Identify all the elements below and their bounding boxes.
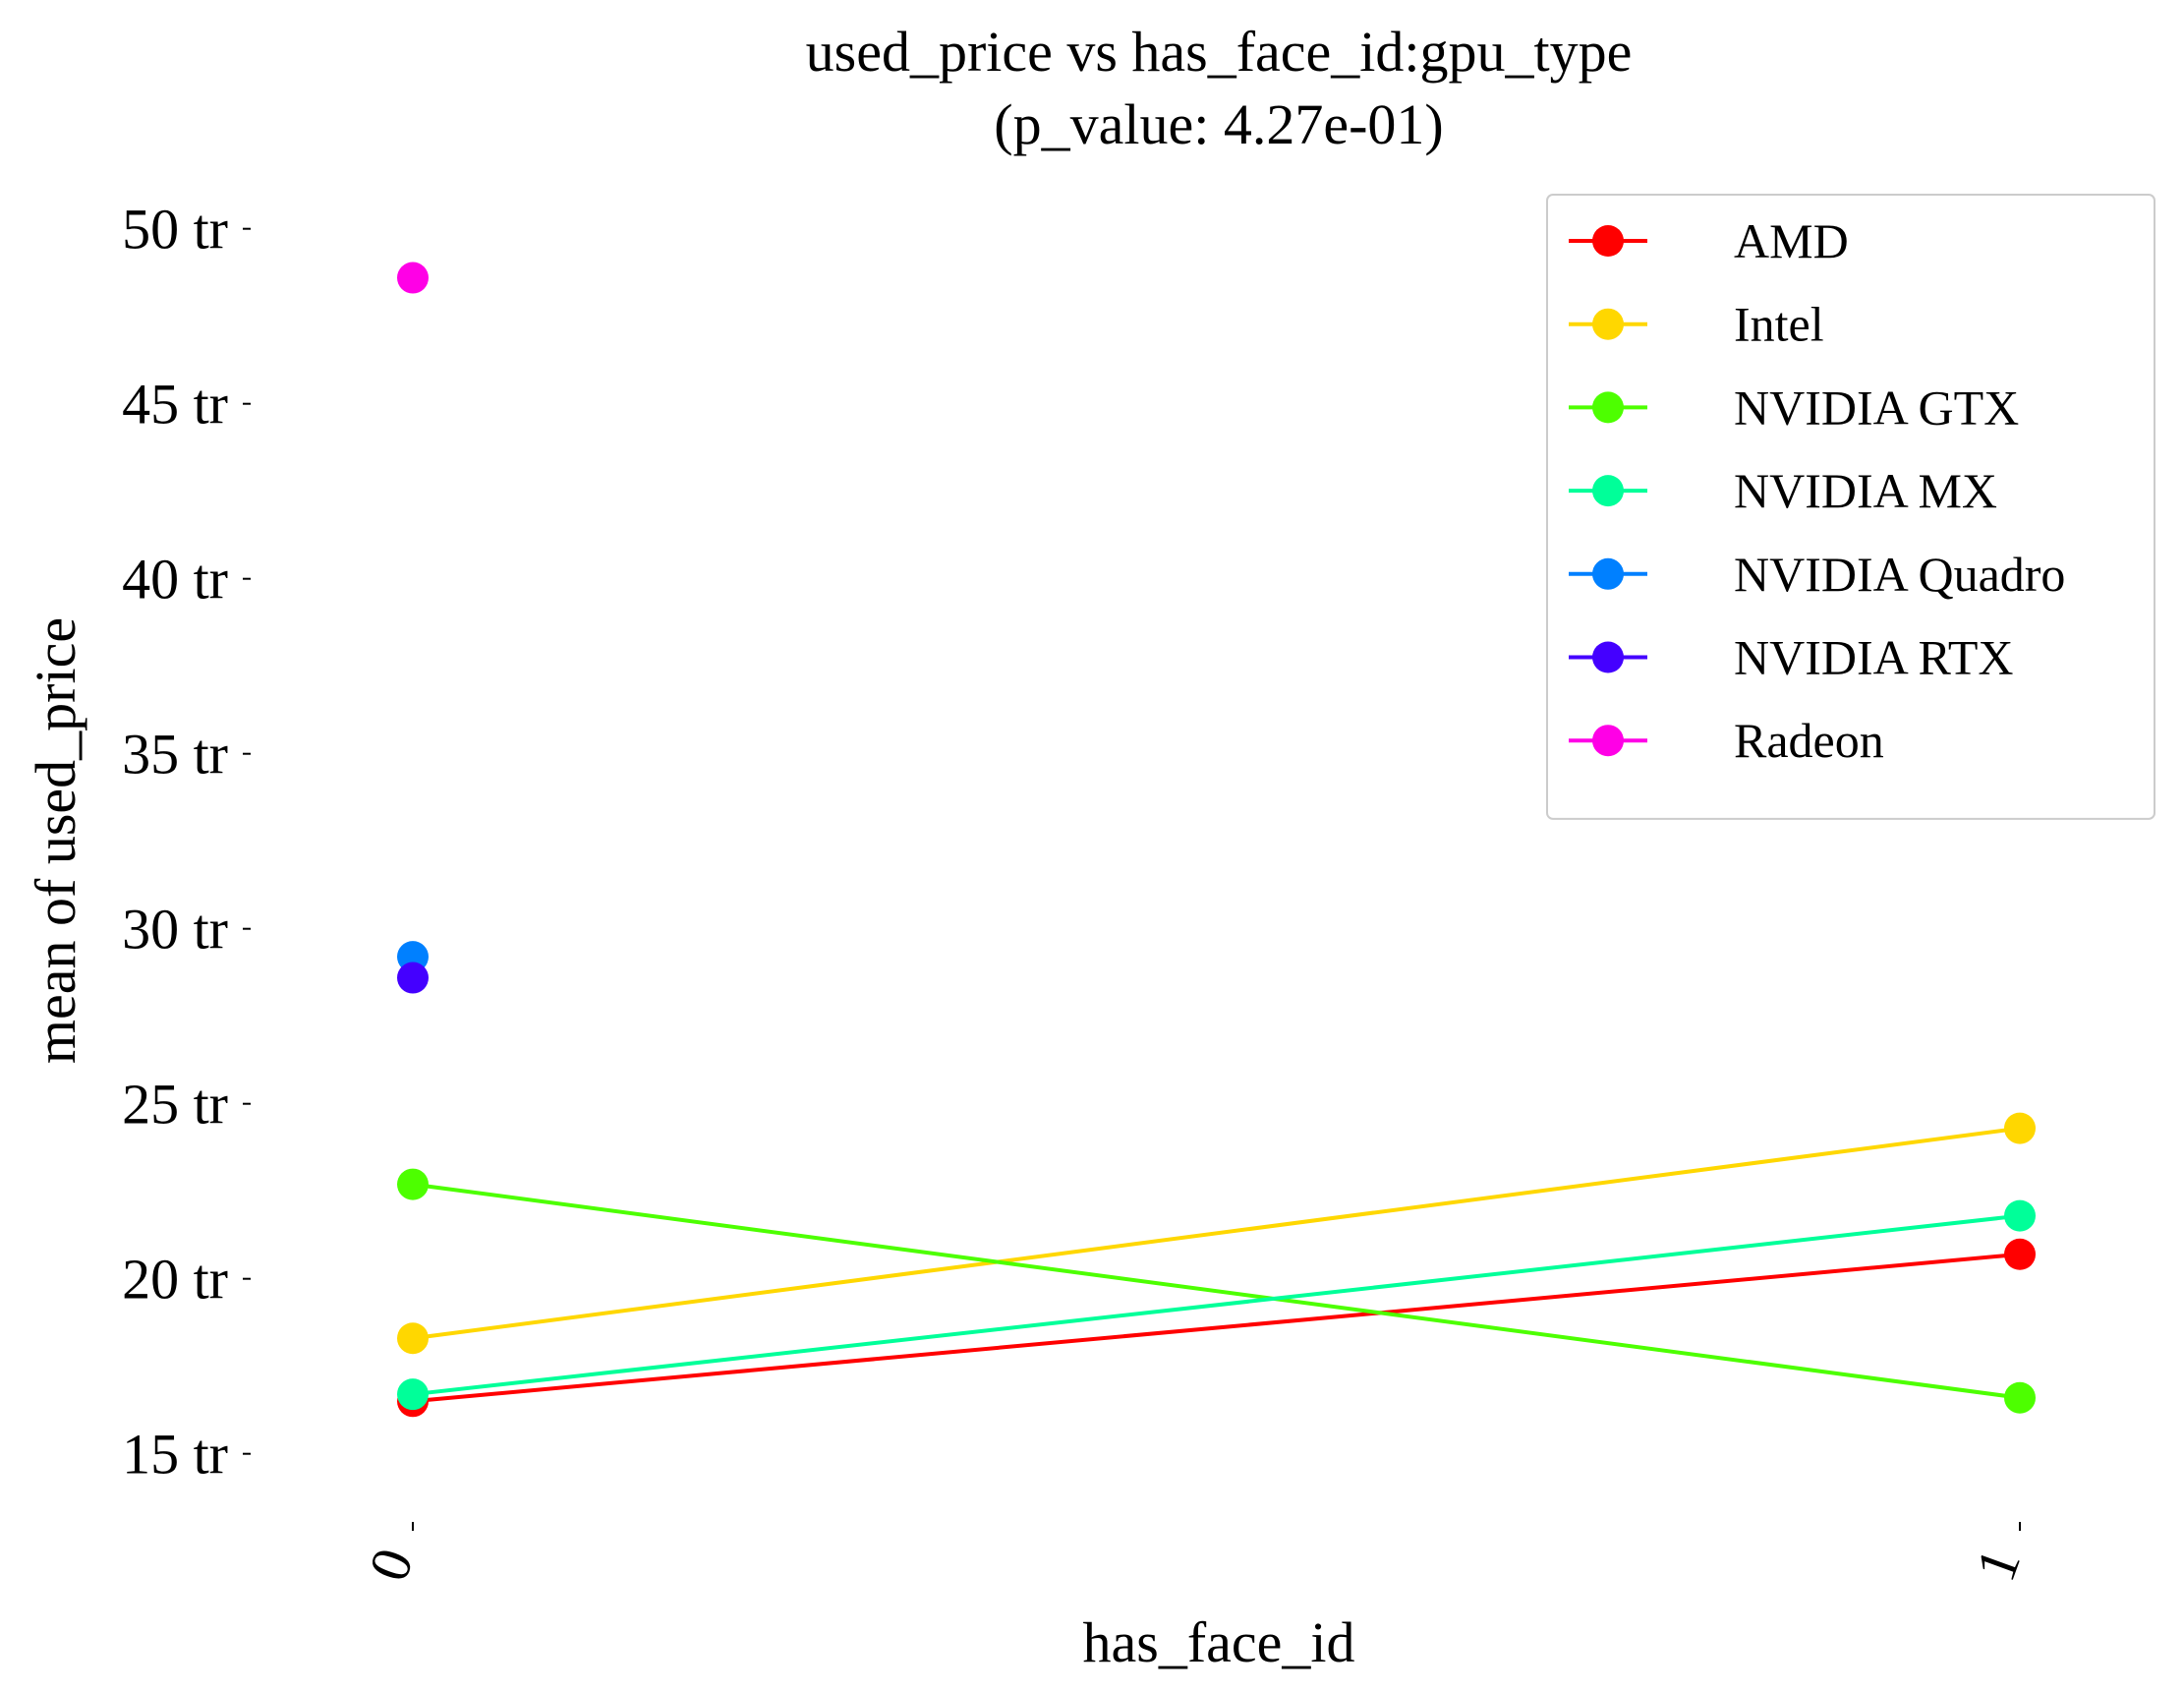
data-point: [2004, 1199, 2036, 1232]
legend-item: NVIDIA Quadro: [1569, 547, 2065, 602]
chart-title: used_price vs has_face_id:gpu_type: [806, 20, 1633, 84]
series-line: [412, 1252, 2021, 1404]
chart-subtitle: (p_value: 4.27e-01): [994, 92, 1443, 156]
legend-label: NVIDIA GTX: [1734, 379, 2019, 435]
legend-swatch-marker: [1592, 475, 1624, 507]
legend-item: NVIDIA MX: [1569, 463, 1997, 518]
x-tick-label: 0: [356, 1541, 426, 1589]
series-nvidia-mx: [397, 1199, 2036, 1411]
y-tick-label: 50 tr: [122, 198, 228, 262]
data-point: [2004, 1381, 2036, 1414]
data-point: [397, 262, 429, 294]
data-point: [397, 1322, 429, 1355]
series-line: [412, 1213, 2021, 1397]
legend-item: NVIDIA GTX: [1569, 379, 2019, 435]
legend-swatch-marker: [1592, 641, 1624, 673]
y-tick-label: 40 tr: [122, 548, 228, 612]
legend-label: Radeon: [1734, 713, 1884, 768]
legend-item: Intel: [1569, 297, 1824, 352]
legend-label: NVIDIA RTX: [1734, 630, 2013, 685]
series-radeon: [397, 262, 429, 294]
y-axis-label: mean of used_price: [24, 617, 87, 1064]
legend-item: Radeon: [1569, 713, 1884, 768]
legend-swatch-marker: [1592, 725, 1624, 757]
x-tick-label: 1: [1963, 1541, 2033, 1589]
data-point: [397, 962, 429, 994]
legend-item: NVIDIA RTX: [1569, 630, 2013, 685]
legend-swatch-marker: [1592, 225, 1624, 257]
series-amd: [397, 1238, 2036, 1418]
legend-label: NVIDIA MX: [1734, 463, 1997, 518]
plot-series: [397, 262, 2036, 1418]
series-line: [412, 1126, 2021, 1341]
y-tick-label: 15 tr: [122, 1423, 228, 1487]
y-tick-label: 30 tr: [122, 898, 228, 962]
data-point: [397, 1378, 429, 1411]
legend-swatch-marker: [1592, 557, 1624, 590]
legend-swatch-marker: [1592, 391, 1624, 424]
series-line: [412, 1182, 2021, 1400]
legend-swatch-marker: [1592, 308, 1624, 340]
data-point: [2004, 1112, 2036, 1144]
series-nvidia-rtx: [397, 962, 429, 994]
series-nvidia-gtx: [397, 1168, 2036, 1414]
legend: AMD Intel NVIDIA GTX NVIDIA MX NVIDIA Quadro…: [1546, 194, 2155, 820]
legend-label: AMD: [1734, 213, 1849, 268]
data-point: [397, 1168, 429, 1200]
data-point: [2004, 1238, 2036, 1270]
y-tick-label: 45 tr: [122, 373, 228, 437]
legend-item: AMD: [1569, 213, 1849, 268]
y-tick-label: 25 tr: [122, 1073, 228, 1137]
x-axis-label: has_face_id: [1083, 1610, 1355, 1674]
legend-label: Intel: [1734, 297, 1824, 352]
y-tick-label: 20 tr: [122, 1248, 228, 1312]
y-axis: 15 tr 20 tr 25 tr 30 tr 35 tr 40 tr 45 tr 50 tr: [122, 198, 251, 1487]
legend-box: [1546, 194, 2155, 820]
y-tick-label: 35 tr: [122, 723, 228, 787]
legend-label: NVIDIA Quadro: [1734, 547, 2065, 602]
series-intel: [397, 1112, 2036, 1355]
